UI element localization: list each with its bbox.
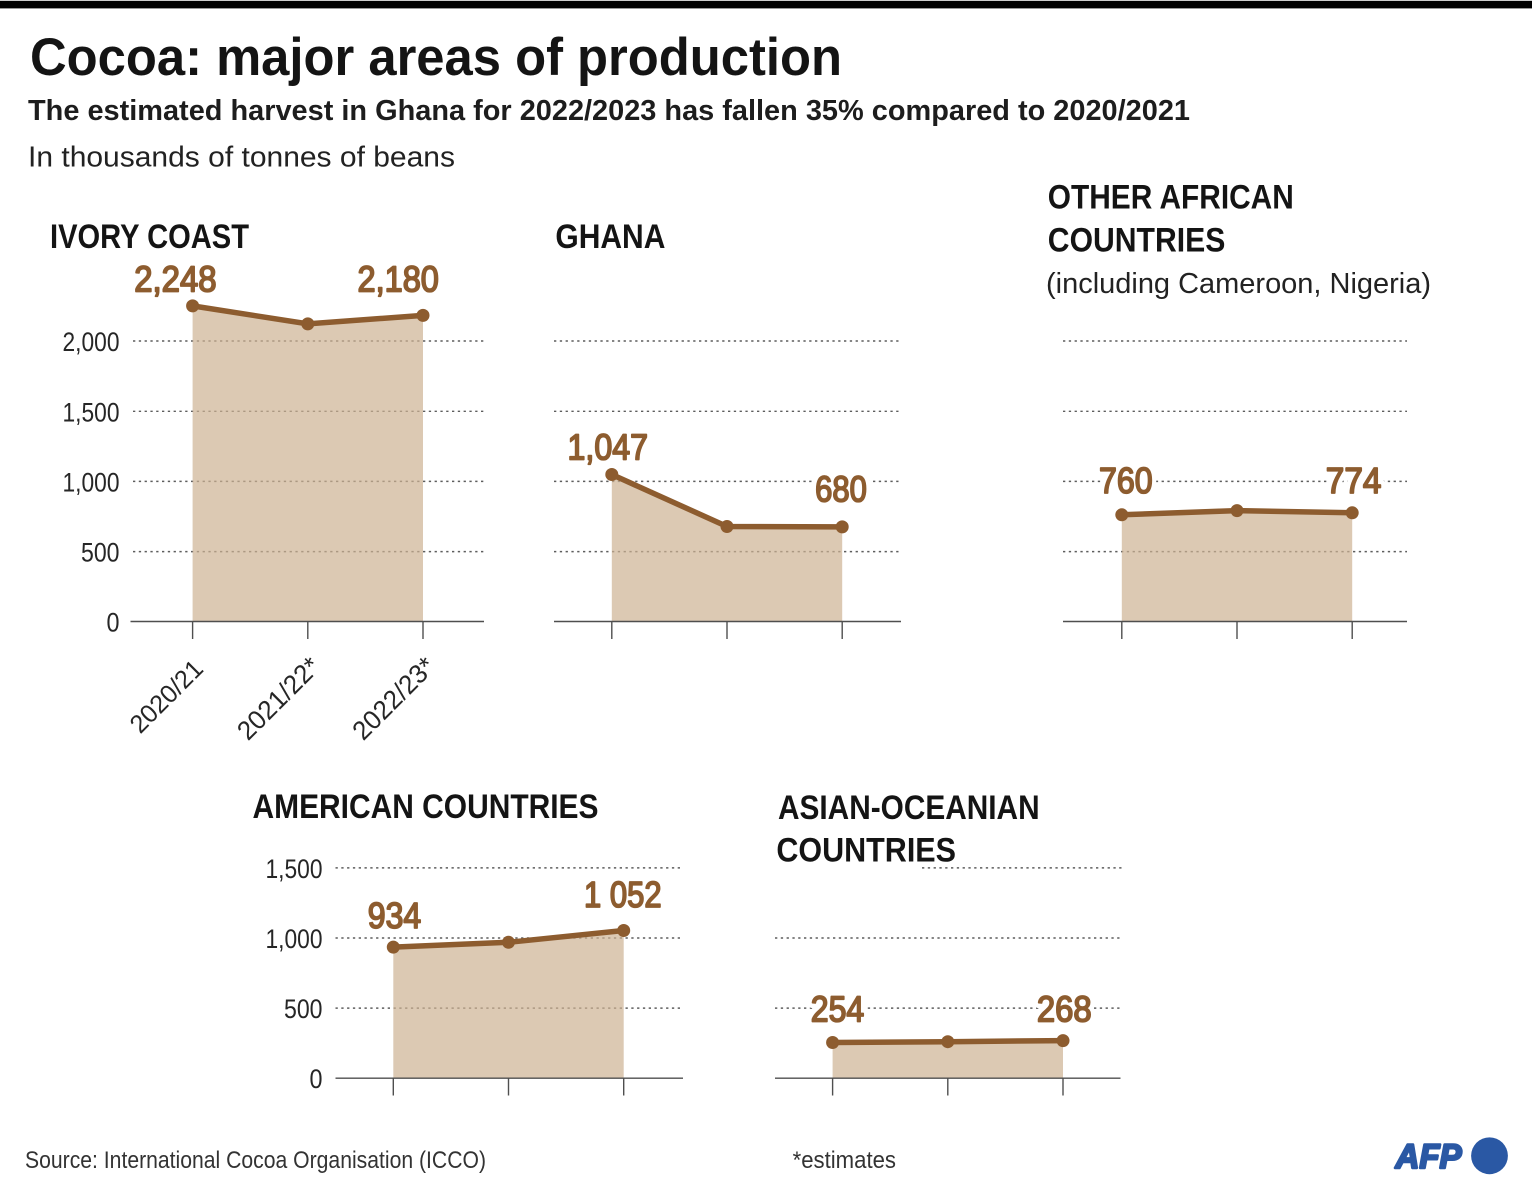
svg-text:ASIAN-OCEANIAN: ASIAN-OCEANIAN — [778, 789, 1040, 827]
svg-text:1,000: 1,000 — [266, 924, 323, 954]
svg-text:2,248: 2,248 — [134, 258, 216, 299]
svg-text:254: 254 — [811, 989, 865, 1030]
svg-text:COUNTRIES: COUNTRIES — [1048, 221, 1226, 259]
svg-text:Cocoa: major areas of producti: Cocoa: major areas of production — [30, 28, 842, 87]
svg-text:1 052: 1 052 — [584, 874, 662, 915]
svg-text:1,500: 1,500 — [266, 854, 323, 884]
svg-text:774: 774 — [1326, 460, 1382, 501]
svg-text:1 052: 1 052 — [584, 874, 662, 915]
svg-text:(including Cameroon, Nigeria): (including Cameroon, Nigeria) — [1046, 268, 1431, 300]
svg-text:Source: International Cocoa Or: Source: International Cocoa Organisation… — [25, 1147, 486, 1174]
svg-text:1,047: 1,047 — [568, 427, 649, 468]
svg-text:680: 680 — [815, 469, 867, 510]
svg-text:The estimated harvest in Ghana: The estimated harvest in Ghana for 2022/… — [28, 95, 1190, 127]
svg-text:IVORY COAST: IVORY COAST — [50, 218, 249, 256]
svg-text:268: 268 — [1037, 989, 1092, 1030]
svg-text:1,500: 1,500 — [63, 397, 120, 427]
svg-text:2,180: 2,180 — [358, 258, 439, 299]
svg-text:2,000: 2,000 — [63, 327, 120, 357]
svg-text:In thousands of tonnes of bean: In thousands of tonnes of beans — [28, 142, 455, 174]
svg-text:760: 760 — [1099, 460, 1153, 501]
svg-text:500: 500 — [81, 538, 120, 568]
svg-text:680: 680 — [815, 469, 867, 510]
svg-text:AFP: AFP — [1395, 1138, 1462, 1176]
svg-text:1,047: 1,047 — [568, 427, 649, 468]
svg-text:OTHER AFRICAN: OTHER AFRICAN — [1048, 179, 1294, 217]
svg-text:500: 500 — [284, 994, 323, 1024]
svg-text:268: 268 — [1037, 989, 1092, 1030]
svg-text:0: 0 — [310, 1064, 323, 1094]
svg-text:1,000: 1,000 — [63, 467, 120, 497]
svg-text:*estimates: *estimates — [793, 1147, 896, 1174]
svg-text:934: 934 — [368, 895, 421, 936]
svg-text:2,248: 2,248 — [134, 258, 216, 299]
svg-text:2,180: 2,180 — [358, 258, 439, 299]
svg-text:AMERICAN COUNTRIES: AMERICAN COUNTRIES — [253, 788, 599, 826]
svg-text:COUNTRIES: COUNTRIES — [776, 832, 956, 870]
svg-text:774: 774 — [1326, 460, 1382, 501]
svg-text:GHANA: GHANA — [555, 218, 665, 256]
svg-text:760: 760 — [1099, 460, 1153, 501]
svg-text:254: 254 — [811, 989, 865, 1030]
svg-text:934: 934 — [368, 895, 421, 936]
svg-text:0: 0 — [107, 608, 120, 638]
